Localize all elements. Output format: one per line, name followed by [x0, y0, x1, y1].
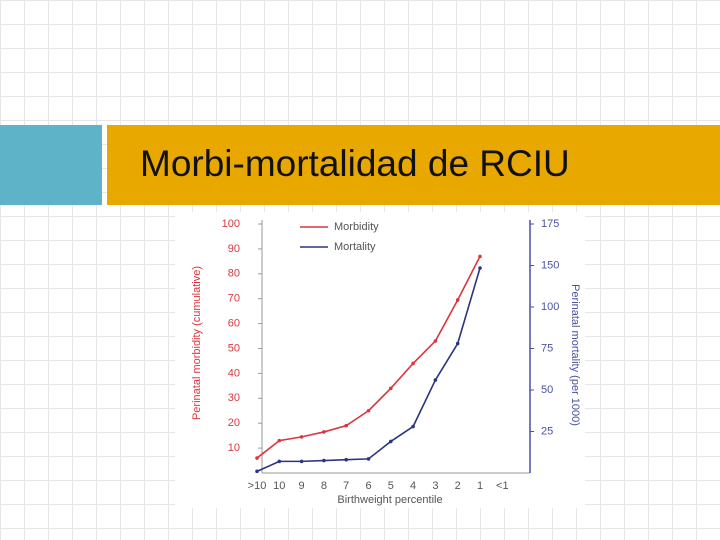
point	[389, 386, 393, 391]
y2-tick-label: 25	[541, 425, 553, 437]
point	[455, 298, 460, 302]
point	[478, 254, 482, 259]
y-tick-label: 60	[228, 318, 240, 330]
point	[299, 459, 304, 464]
y-tick-label: 90	[228, 243, 240, 255]
point	[299, 435, 304, 439]
point	[255, 469, 259, 474]
x-tick-label: <1	[496, 480, 509, 492]
legend-label: Mortality	[334, 241, 376, 253]
y-tick-label: 20	[228, 417, 240, 429]
point	[433, 378, 438, 382]
x-tick-label: 6	[365, 480, 371, 492]
y2-tick-label: 150	[541, 259, 559, 271]
y-tick-label: 40	[228, 367, 240, 379]
y-tick-label: 70	[228, 293, 240, 305]
x-tick-label: 7	[343, 480, 349, 492]
point	[277, 459, 282, 464]
x-tick-label: 2	[455, 480, 461, 492]
x-tick-label: 9	[299, 480, 305, 492]
y-axis-label: Perinatal morbidity (cumulative)	[191, 266, 203, 420]
x-tick-label: 8	[321, 480, 327, 492]
x-tick-label: 3	[432, 480, 438, 492]
point	[389, 439, 393, 444]
y-tick-label: 80	[228, 268, 240, 280]
point	[277, 438, 282, 443]
x-tick-label: >10	[248, 480, 267, 492]
x-tick-label: 10	[273, 480, 285, 492]
point	[366, 408, 371, 413]
point	[411, 424, 415, 429]
y2-axis-label: Perinatal mortality (per 1000)	[569, 284, 581, 426]
point	[344, 457, 349, 462]
y-tick-label: 10	[228, 442, 240, 454]
legend-label: Morbidity	[334, 221, 379, 233]
accent-box	[0, 125, 102, 205]
title-bar	[107, 125, 720, 205]
x-tick-label: 5	[388, 480, 394, 492]
x-tick-label: 4	[410, 480, 416, 492]
y-tick-label: 30	[228, 392, 240, 404]
y2-tick-label: 100	[541, 301, 559, 313]
point	[344, 423, 349, 428]
point	[322, 458, 326, 463]
point	[322, 430, 326, 434]
point	[255, 456, 259, 460]
point	[366, 457, 371, 461]
y-tick-label: 100	[222, 218, 240, 230]
chart-area	[175, 212, 585, 508]
y-tick-label: 50	[228, 342, 240, 354]
x-axis-label: Birthweight percentile	[337, 494, 442, 506]
point	[433, 339, 438, 343]
point	[455, 341, 460, 346]
point	[478, 266, 482, 270]
chart-title: Morbi-mortalidad de RCIU	[140, 143, 570, 184]
x-tick-label: 1	[477, 480, 483, 492]
y2-tick-label: 50	[541, 384, 553, 396]
y2-tick-label: 175	[541, 218, 559, 230]
point	[411, 361, 415, 366]
y2-tick-label: 75	[541, 342, 553, 354]
